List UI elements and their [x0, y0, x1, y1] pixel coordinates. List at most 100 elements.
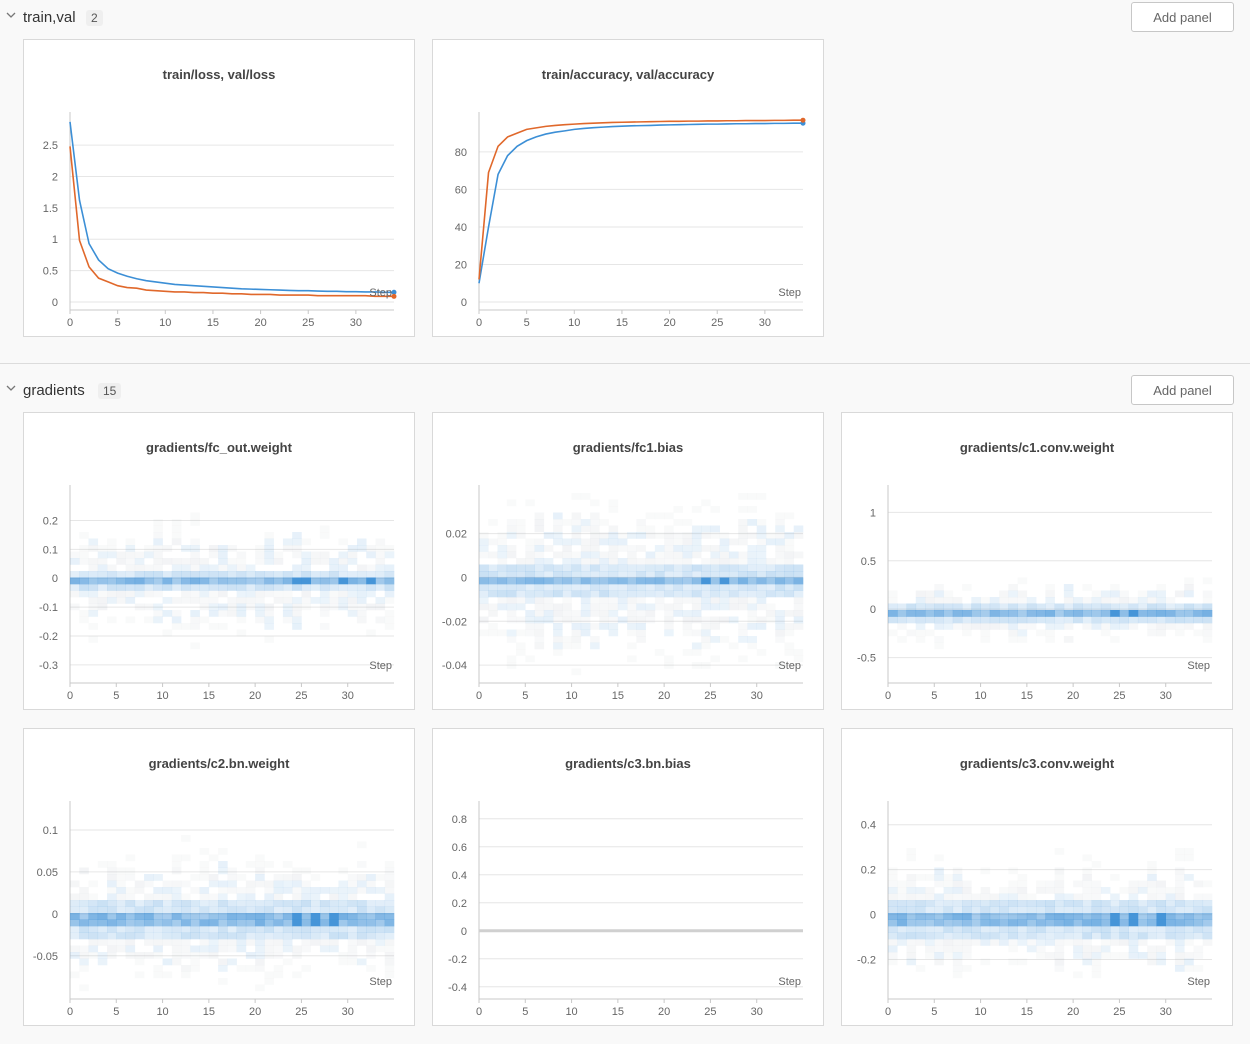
heatmap-cell [171, 893, 182, 901]
heatmap-cell [1165, 603, 1176, 611]
heatmap-cell [79, 590, 89, 598]
heatmap-cell [1017, 939, 1028, 946]
heatmap-cell [664, 584, 674, 591]
heatmap-cell [1073, 945, 1083, 953]
heatmap-cell [673, 597, 683, 604]
chart-panel-train-accuracy-val-accuracy[interactable]: train/accuracy, val/accuracy 0 20 40 60 80 0 5… [432, 39, 824, 337]
heatmap-cell [273, 597, 284, 604]
heatmap-cell [292, 577, 302, 585]
heatmap-cell [925, 590, 935, 598]
heatmap-cell [125, 952, 136, 959]
heatmap-cell [775, 610, 785, 617]
heatmap-cell [292, 532, 302, 539]
x-axis-label: Step [369, 976, 392, 988]
add-panel-button[interactable]: Add panel [1131, 2, 1234, 32]
heatmap-cell [107, 880, 117, 888]
heatmap-cell [691, 506, 702, 513]
heatmap-cell [1045, 952, 1055, 959]
heatmap-cell [190, 590, 200, 598]
heatmap-cell [162, 971, 173, 979]
heatmap-cell [553, 603, 563, 611]
heatmap-cell [384, 887, 395, 894]
heatmap-cell [925, 616, 935, 624]
heatmap-cell [107, 538, 117, 546]
heatmap-cell [888, 874, 898, 881]
heatmap-cell [645, 558, 656, 565]
heatmap-cell [571, 532, 582, 539]
x-tick-label: 0 [476, 317, 482, 329]
heatmap-cell [488, 590, 498, 598]
heatmap-cell [347, 597, 358, 604]
chart-panel-gradients-c2-bn-weight[interactable]: gradients/c2.bn.weight 0.1 0.05 0 -0.05 0 5 10… [23, 728, 415, 1026]
chevron-down-icon[interactable] [6, 10, 16, 20]
x-tick-label: 10 [565, 1006, 577, 1018]
heatmap-cell [1026, 893, 1037, 901]
heatmap-cell [1045, 636, 1055, 643]
heatmap-cell [664, 525, 674, 533]
heatmap-cell [1063, 616, 1074, 624]
heatmap-cell [1165, 893, 1176, 901]
heatmap-cell [190, 597, 200, 604]
section-header-gradients[interactable]: gradients 15 Add panel [0, 375, 1250, 407]
heatmap-cell [1165, 906, 1176, 914]
heatmap-cell [701, 662, 711, 669]
heatmap-cell [747, 597, 758, 604]
chart-panel-gradients-c3-bn-bias[interactable]: gradients/c3.bn.bias 0.8 0.6 0.4 0.2 0 -0.2 -0… [432, 728, 824, 1026]
heatmap-cell [971, 623, 981, 630]
heatmap-cell [79, 867, 89, 875]
heatmap-cell [710, 590, 720, 598]
heatmap-cell [553, 623, 563, 630]
heatmap-cell [347, 551, 358, 559]
heatmap-cell [1193, 965, 1204, 972]
heatmap-cell [1147, 880, 1157, 888]
panel-count-badge: 15 [98, 383, 122, 399]
heatmap-cell [338, 571, 349, 578]
heatmap-cell [728, 577, 739, 585]
heatmap-cell [962, 952, 972, 959]
heatmap-cell [934, 926, 944, 933]
y-tick-label: 0.5 [861, 556, 876, 568]
heatmap-cell [107, 874, 117, 881]
heatmap-cell [962, 887, 972, 894]
heatmap-cell [1119, 623, 1129, 630]
heatmap-cell [190, 965, 200, 972]
x-tick-label: 5 [113, 690, 119, 702]
heatmap-cell [682, 629, 693, 637]
heatmap-cell [971, 939, 981, 946]
heatmap-cell [97, 545, 108, 552]
add-panel-button[interactable]: Add panel [1131, 375, 1234, 405]
heatmap-cell [682, 551, 693, 559]
section-header-train-val[interactable]: train,val 2 Add panel [0, 2, 1250, 34]
heatmap-cell [347, 932, 358, 940]
heatmap-cell [190, 926, 200, 933]
heatmap-cell [915, 926, 926, 933]
y-tick-label: 60 [455, 184, 467, 196]
heatmap-cell [199, 584, 210, 591]
heatmap-cell [245, 932, 256, 940]
heatmap-cell [765, 577, 776, 585]
heatmap-cell [153, 577, 163, 585]
heatmap-cell [1147, 629, 1157, 637]
heatmap-cell [989, 913, 1000, 920]
heatmap-cell [144, 584, 154, 591]
chevron-down-icon[interactable] [6, 383, 16, 393]
heatmap-cell [534, 571, 545, 578]
heatmap-cell [153, 519, 163, 526]
chart-panel-gradients-c3-conv-weight[interactable]: gradients/c3.conv.weight 0.4 0.2 0 -0.2 0 5 10… [841, 728, 1233, 1026]
heatmap-cell [488, 629, 498, 637]
heatmap-cell [70, 919, 80, 927]
chart-panel-train-loss-val-loss[interactable]: train/loss, val/loss 0 0.5 1 1.5 2 2.5 0 5 10 15 2… [23, 39, 415, 337]
y-tick-label: 40 [455, 222, 467, 234]
heatmap-cell [691, 577, 702, 585]
chart-panel-gradients-c1-conv-weight[interactable]: gradients/c1.conv.weight 1 0.5 0 -0.5 0 5 10 15… [841, 412, 1233, 710]
chart-panel-gradients-fc-out-weight[interactable]: gradients/fc_out.weight 0.2 0.1 0 -0.1 -0.2-… [23, 412, 415, 710]
heatmap-cell [125, 945, 136, 953]
heatmap-cell [218, 564, 228, 572]
x-tick-label: 20 [1067, 690, 1079, 702]
chart-panel-gradients-fc1-bias[interactable]: gradients/fc1.bias 0.02 0 -0.02 -0.04 0 5 10 15… [432, 412, 824, 710]
x-tick-label: 5 [524, 317, 530, 329]
heatmap-cell [1202, 900, 1213, 907]
heatmap-cell [375, 874, 386, 881]
